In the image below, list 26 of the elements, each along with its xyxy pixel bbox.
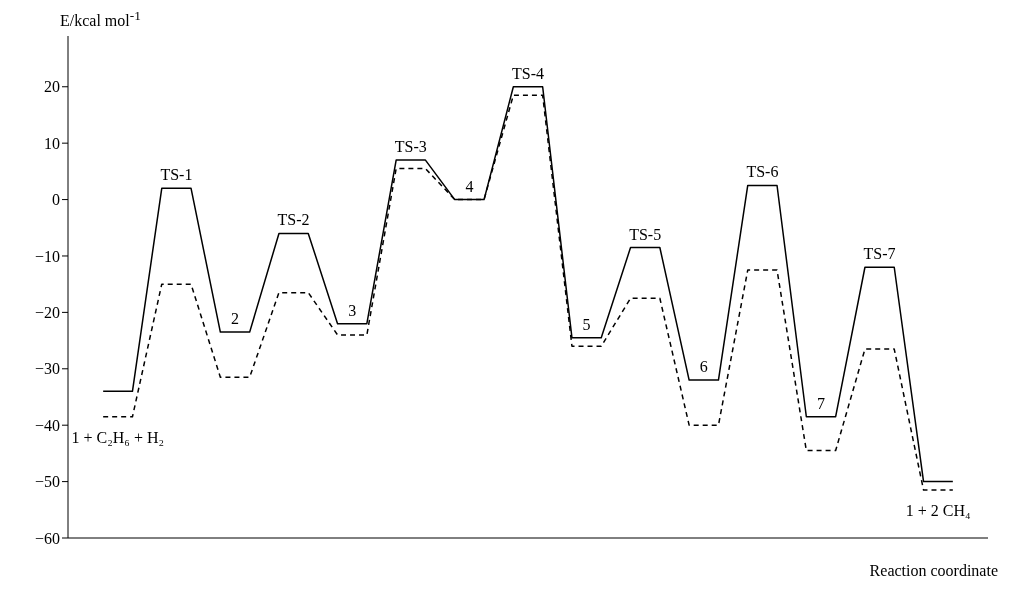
annotation: 3 bbox=[348, 301, 357, 319]
annotation: TS-5 bbox=[629, 225, 662, 243]
annotation: TS-1 bbox=[160, 166, 193, 184]
y-tick-label: 0 bbox=[52, 191, 60, 209]
y-tick-label: −40 bbox=[34, 416, 60, 434]
annotation: 5 bbox=[582, 315, 591, 333]
annotation: TS-2 bbox=[277, 211, 310, 229]
x-axis-title: Reaction coordinate bbox=[869, 562, 998, 580]
annotation: 6 bbox=[699, 358, 708, 376]
annotation: 1 + 2 CH₄ bbox=[905, 502, 972, 520]
y-tick-label: −20 bbox=[34, 304, 60, 322]
annotation: 2 bbox=[231, 310, 240, 328]
annotation: 1 + C₂H₆ + H₂ bbox=[71, 428, 165, 446]
y-tick-label: 10 bbox=[44, 134, 60, 152]
annotation: TS-6 bbox=[746, 163, 779, 181]
annotation: TS-3 bbox=[394, 138, 427, 156]
annotation: 7 bbox=[816, 394, 825, 412]
annotation: TS-4 bbox=[512, 64, 544, 82]
y-tick-label: −50 bbox=[34, 473, 60, 491]
y-tick-label: −10 bbox=[34, 247, 60, 265]
y-tick-label: −30 bbox=[34, 360, 60, 378]
y-tick-label: 20 bbox=[44, 78, 60, 96]
y-axis-title: E/kcal mol$^{-1}$ bbox=[60, 8, 141, 31]
annotation: 4 bbox=[465, 177, 474, 195]
y-tick-label: −60 bbox=[34, 529, 60, 547]
annotation: TS-7 bbox=[863, 245, 896, 263]
